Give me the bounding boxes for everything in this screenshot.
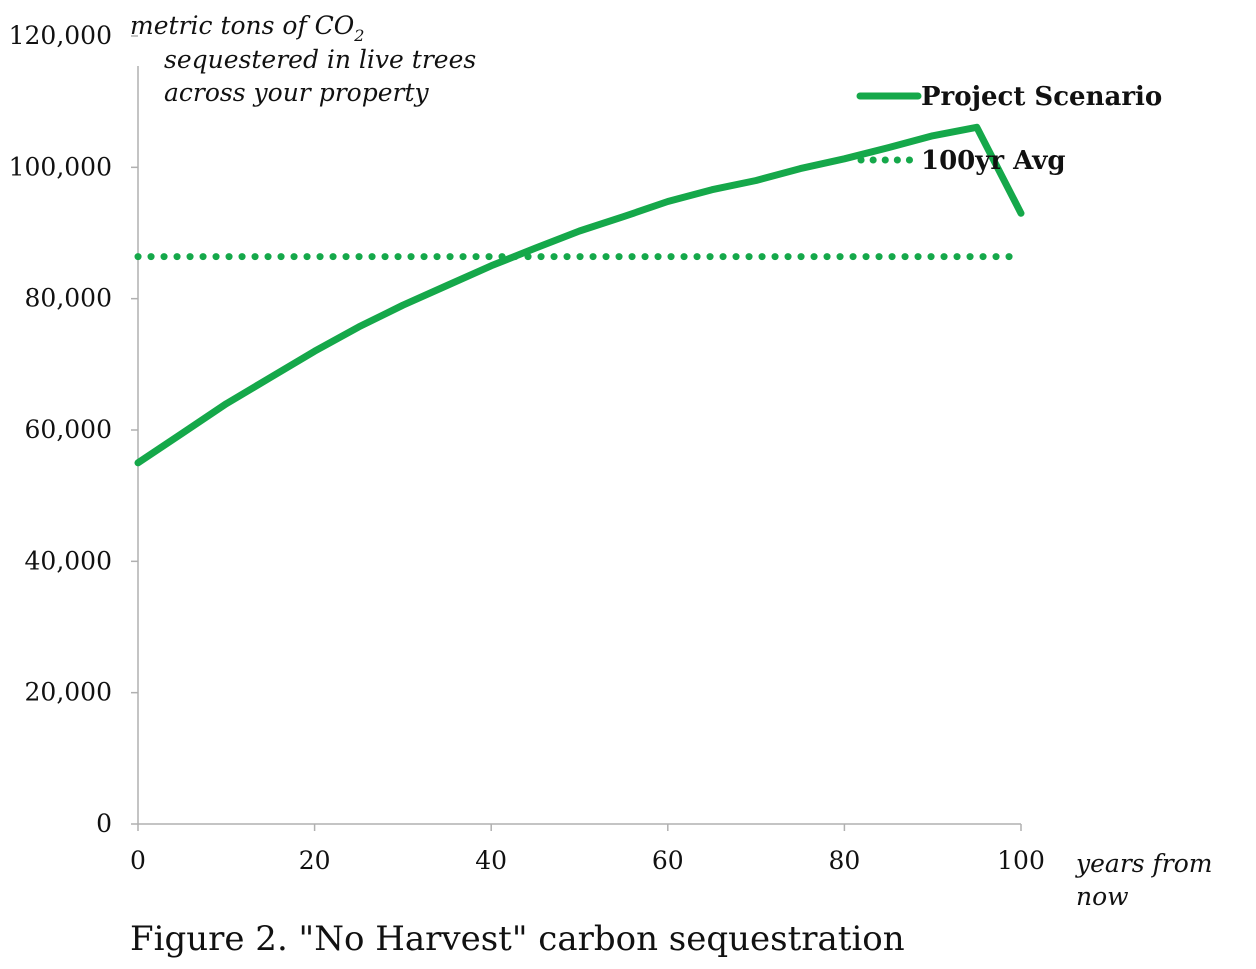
- y-axis-title-subscript: 2: [353, 26, 364, 45]
- x-axis-title-line-2: now: [1076, 882, 1129, 911]
- y-tick-label: 20,000: [25, 678, 112, 707]
- x-tick-label: 80: [828, 846, 860, 875]
- y-tick-label: 120,000: [9, 21, 112, 50]
- y-tick-label: 80,000: [25, 284, 112, 313]
- legend-label-100yr-avg: 100yr Avg: [921, 146, 1066, 176]
- series-layer: [134, 123, 1025, 467]
- x-tick-label: 0: [130, 846, 146, 875]
- x-tick-label: 20: [299, 846, 331, 875]
- legend: Project Scenario 100yr Avg: [856, 82, 1162, 176]
- x-axis-title-line-1: years from: [1075, 849, 1213, 878]
- axes: [137, 66, 1021, 825]
- series-line-project-scenario: [134, 123, 1025, 467]
- y-tick-label: 0: [96, 809, 112, 838]
- y-axis-title-line-1: metric tons of CO: [130, 11, 354, 40]
- x-tick-label: 40: [475, 846, 507, 875]
- figure-caption: Figure 2. "No Harvest" carbon sequestrat…: [130, 919, 905, 959]
- y-tick-label: 60,000: [25, 415, 112, 444]
- y-axis-title-line-2: sequestered in live trees: [164, 45, 476, 74]
- y-axis-title: metric tons of CO2: [130, 11, 364, 45]
- x-tick-label: 100: [997, 846, 1045, 875]
- x-axis-ticks: 0 20 40 60 80 100: [130, 824, 1045, 875]
- y-tick-label: 100,000: [9, 152, 112, 181]
- y-axis-title-line-3: across your property: [164, 78, 429, 107]
- legend-label-project-scenario: Project Scenario: [921, 82, 1162, 112]
- y-axis-ticks: 0 20,000 40,000 60,000 80,000 100,000 120,000: [9, 21, 138, 838]
- y-tick-label: 40,000: [25, 546, 112, 575]
- x-tick-label: 60: [652, 846, 684, 875]
